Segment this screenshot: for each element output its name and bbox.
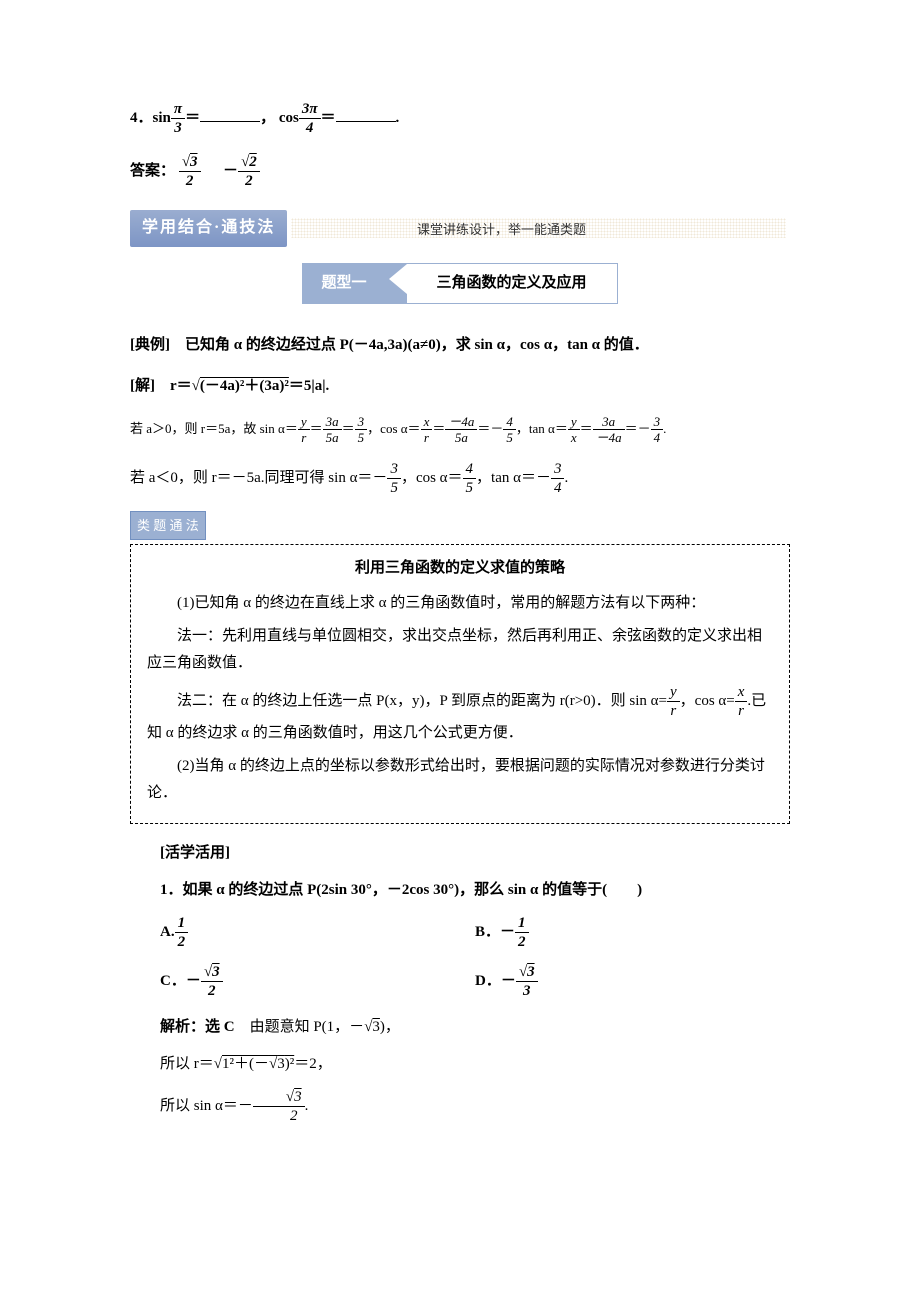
- strategy-p1: (1)已知角 α 的终边在直线上求 α 的三角函数值时，常用的解题方法有以下两种…: [147, 590, 773, 617]
- banner-title: 学用结合·通技法: [130, 210, 287, 247]
- answer-line: 答案： √32 －√22: [130, 153, 790, 190]
- title-topic: 三角函数的定义及应用: [407, 264, 617, 303]
- option-c: C．－√32: [160, 963, 475, 1000]
- question-4: 4．sinπ3＝， cos3π4＝.: [130, 100, 790, 137]
- strategy-title: 利用三角函数的定义求值的策略: [147, 555, 773, 582]
- question-1: 1．如果 α 的终边过点 P(2sin 30°，－2cos 30°)，那么 si…: [130, 877, 790, 904]
- banner-dots: 课堂讲练设计，举一能通类题: [291, 218, 786, 238]
- strategy-p2: 法一：先利用直线与单位圆相交，求出交点坐标，然后再利用正、余弦函数的定义求出相应…: [147, 623, 773, 677]
- example-label: [典例]: [130, 337, 170, 353]
- q4-frac2: 3π4: [299, 100, 321, 137]
- example: [典例] 已知角 α 的终边经过点 P(－4a,3a)(a≠0)，求 sin α…: [130, 332, 790, 359]
- strategy-p4: (2)当角 α 的终边上点的坐标以参数形式给出时，要根据问题的实际情况对参数进行…: [147, 753, 773, 807]
- solution: [解] r＝√(－4a)²＋(3a)²＝5|a|.: [130, 373, 790, 400]
- blank-2: [336, 107, 396, 122]
- blank-1: [200, 107, 260, 122]
- explain-label: 解析：选 C: [160, 1019, 235, 1035]
- option-b: B．－12: [475, 914, 790, 951]
- method-badge: 类 题 通 法: [130, 511, 206, 540]
- example-text: 已知角 α 的终边经过点 P(－4a,3a)(a≠0)，求 sin α，cos …: [170, 337, 649, 353]
- section-banner: 学用结合·通技法 课堂讲练设计，举一能通类题: [130, 210, 790, 247]
- ans-frac2: √22: [238, 153, 260, 190]
- explain-1: 解析：选 C 由题意知 P(1，－√3)，: [130, 1014, 790, 1041]
- option-d: D．－√33: [475, 963, 790, 1000]
- strategy-p3: 法二：在 α 的终边上任选一点 P(x，y)，P 到原点的距离为 r(r>0)．…: [147, 683, 773, 747]
- explain-2: 所以 r＝√1²＋(－√3)²＝2，: [130, 1051, 790, 1078]
- q4-prefix: 4．sin: [130, 110, 171, 126]
- q4-frac1: π3: [171, 100, 185, 137]
- sol-label: [解]: [130, 378, 155, 394]
- ans-label: 答案：: [130, 163, 175, 179]
- title-box-container: 题型一 三角函数的定义及应用: [130, 263, 790, 304]
- strategy-box: 利用三角函数的定义求值的策略 (1)已知角 α 的终边在直线上求 α 的三角函数…: [130, 544, 790, 824]
- banner-subtitle: 课堂讲练设计，举一能通类题: [417, 218, 586, 241]
- ans-frac1: √32: [179, 153, 201, 190]
- title-type: 题型一: [303, 264, 406, 303]
- sol-sqrt: (－4a)²＋(3a)²: [200, 378, 289, 394]
- case-1: 若 a＞0，则 r＝5a，故 sin α＝yr＝3a5a＝35，cos α＝xr…: [130, 414, 790, 446]
- option-a: A.12: [160, 914, 475, 951]
- options: A.12 B．－12 C．－√32 D．－√33: [160, 914, 790, 1000]
- case-2: 若 a＜0，则 r＝－5a.同理可得 sin α＝－35，cos α＝45，ta…: [130, 460, 790, 497]
- explain-3: 所以 sin α＝－√32.: [130, 1088, 790, 1125]
- activity-label: [活学活用]: [130, 840, 790, 867]
- title-box: 题型一 三角函数的定义及应用: [302, 263, 617, 304]
